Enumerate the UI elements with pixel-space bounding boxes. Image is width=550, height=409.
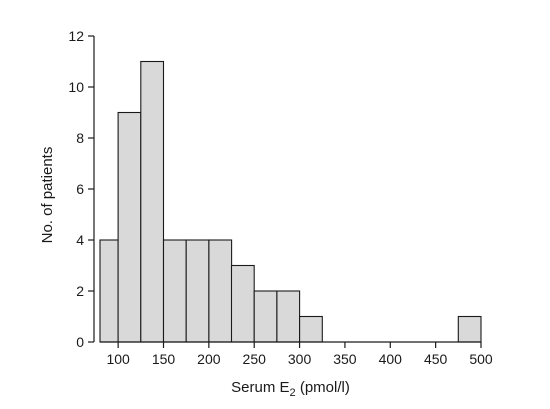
y-tick-label-6: 6 — [76, 181, 84, 197]
x-tick-label-350: 350 — [333, 351, 357, 367]
y-tick-label-4: 4 — [76, 232, 84, 248]
x-tick-label-100: 100 — [106, 351, 130, 367]
x-axis-title-main: Serum E — [231, 379, 289, 396]
histogram-bar-8 — [253, 290, 278, 343]
x-tick-label-450: 450 — [424, 351, 448, 367]
x-tick-label-400: 400 — [379, 351, 403, 367]
x-axis-title: Serum E2 (pmol/l) — [231, 379, 350, 399]
histogram-bar-1 — [99, 239, 119, 343]
y-tick-label-0: 0 — [76, 334, 84, 350]
y-tick-label-10: 10 — [68, 79, 84, 95]
y-tick-label-8: 8 — [76, 130, 84, 146]
x-axis-title-subscript: 2 — [290, 387, 296, 399]
histogram-bar-2 — [117, 111, 142, 343]
x-tick-label-200: 200 — [197, 351, 221, 367]
y-tick-label-2: 2 — [76, 283, 84, 299]
x-tick-label-300: 300 — [288, 351, 312, 367]
x-tick-label-250: 250 — [243, 351, 267, 367]
histogram-bar-3 — [140, 60, 165, 343]
y-tick-label-12: 12 — [68, 28, 84, 44]
x-tick-label-500: 500 — [469, 351, 493, 367]
axes-group: 0 2 4 6 8 10 12 100 150 200 250 300 350 400 450 500 — [68, 28, 492, 367]
bars-group — [99, 60, 482, 343]
x-tick-label-150: 150 — [152, 351, 176, 367]
histogram-bar-4 — [162, 239, 187, 343]
histogram-bar-7 — [230, 264, 255, 343]
histogram-bar-10 — [299, 315, 323, 343]
histogram-bar-6 — [208, 239, 233, 343]
y-axis-title: No. of patients — [39, 147, 56, 244]
x-axis-title-units: (pmol/l) — [296, 379, 350, 396]
histogram-bar-11 — [457, 315, 482, 343]
histogram-bar-9 — [276, 290, 301, 343]
histogram-bar-5 — [185, 239, 210, 343]
